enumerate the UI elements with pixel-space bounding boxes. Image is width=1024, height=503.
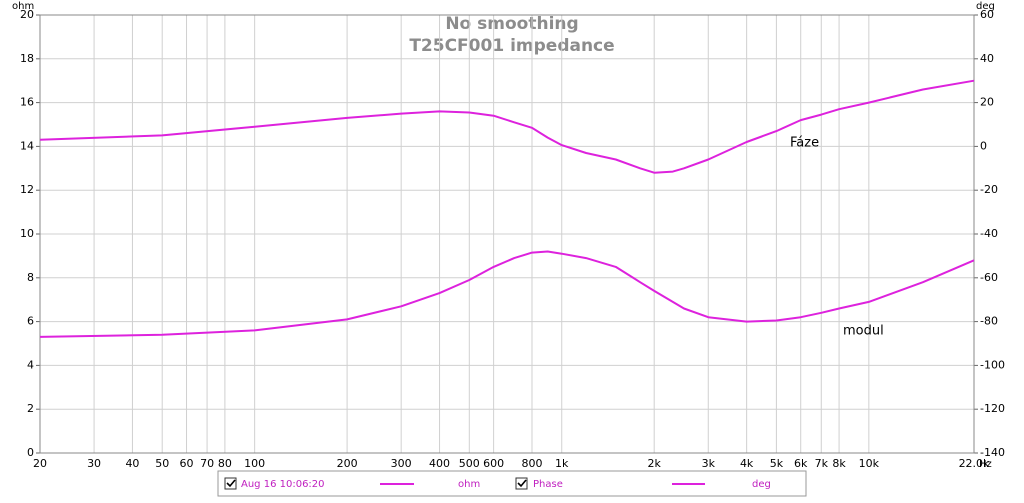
- y2-tick-label: -120: [980, 402, 1005, 415]
- y2-axis-unit: deg: [976, 1, 995, 12]
- y2-tick-label: -20: [980, 183, 998, 196]
- x-tick-label: 300: [391, 457, 412, 470]
- legend-unit: ohm: [458, 479, 480, 490]
- chart-subtitle: T25CF001 impedance: [409, 36, 614, 56]
- chart-title: No smoothing: [445, 14, 578, 34]
- y-tick-label: 0: [27, 446, 34, 459]
- x-tick-label: 80: [218, 457, 232, 470]
- y2-tick-label: 20: [980, 96, 994, 109]
- y-axis-unit: ohm: [12, 1, 34, 12]
- x-tick-label: 22.0k: [959, 457, 990, 470]
- checkbox[interactable]: [224, 477, 237, 490]
- x-tick-label: 5k: [770, 457, 784, 470]
- y-tick-label: 10: [20, 227, 34, 240]
- x-tick-label: 40: [125, 457, 139, 470]
- y2-tick-label: 40: [980, 52, 994, 65]
- y-tick-label: 4: [27, 358, 34, 371]
- plot-frame: [39, 14, 975, 454]
- legend-box: [217, 470, 807, 497]
- x-tick-label: 60: [180, 457, 194, 470]
- legend: Aug 16 10:06:20 ohm Phase deg: [217, 470, 807, 497]
- x-tick-label: 6k: [794, 457, 808, 470]
- x-tick-label: 10k: [859, 457, 880, 470]
- y2-tick-label: 60: [980, 8, 994, 21]
- x-tick-label: 800: [521, 457, 542, 470]
- y2-tick-label: -80: [980, 315, 998, 328]
- x-tick-label: 200: [337, 457, 358, 470]
- y-tick-label: 20: [20, 8, 34, 21]
- legend-unit: deg: [752, 479, 771, 490]
- legend-label: Phase: [533, 479, 563, 490]
- x-tick-label: 2k: [648, 457, 662, 470]
- series-line: [39, 79, 975, 174]
- y2-tick-label: -100: [980, 358, 1005, 371]
- x-tick-label: 1k: [555, 457, 569, 470]
- x-tick-label: 20: [33, 457, 47, 470]
- y-tick-label: 18: [20, 52, 34, 65]
- y-tick-label: 6: [27, 315, 34, 328]
- checkmark: [517, 479, 527, 488]
- y-tick-label: 12: [20, 183, 34, 196]
- legend-label: Aug 16 10:06:20: [241, 479, 325, 490]
- series-line: [39, 250, 975, 338]
- x-tick-label: 8k: [832, 457, 846, 470]
- x-tick-label: 500: [459, 457, 480, 470]
- annotation: modul: [843, 324, 884, 339]
- y-tick-label: 16: [20, 96, 34, 109]
- x-tick-label: 400: [429, 457, 450, 470]
- x-tick-label: 50: [155, 457, 169, 470]
- y-tick-label: 8: [27, 271, 34, 284]
- x-tick-label: 600: [483, 457, 504, 470]
- x-tick-label: 7k: [815, 457, 829, 470]
- checkmark: [226, 479, 236, 488]
- checkbox[interactable]: [515, 477, 528, 490]
- x-tick-label: 100: [244, 457, 265, 470]
- x-tick-label: 30: [87, 457, 101, 470]
- y2-tick-label: 0: [980, 139, 987, 152]
- y2-tick-label: -140: [980, 446, 1005, 459]
- y2-tick-label: -60: [980, 271, 998, 284]
- x-tick-label: 4k: [740, 457, 754, 470]
- x-tick-label: 70: [200, 457, 214, 470]
- x-axis-unit: Hz: [979, 459, 992, 470]
- x-tick-label: 3k: [702, 457, 716, 470]
- annotation: Fáze: [790, 136, 819, 151]
- y-tick-label: 14: [20, 139, 34, 152]
- y2-tick-label: -40: [980, 227, 998, 240]
- y-tick-label: 2: [27, 402, 34, 415]
